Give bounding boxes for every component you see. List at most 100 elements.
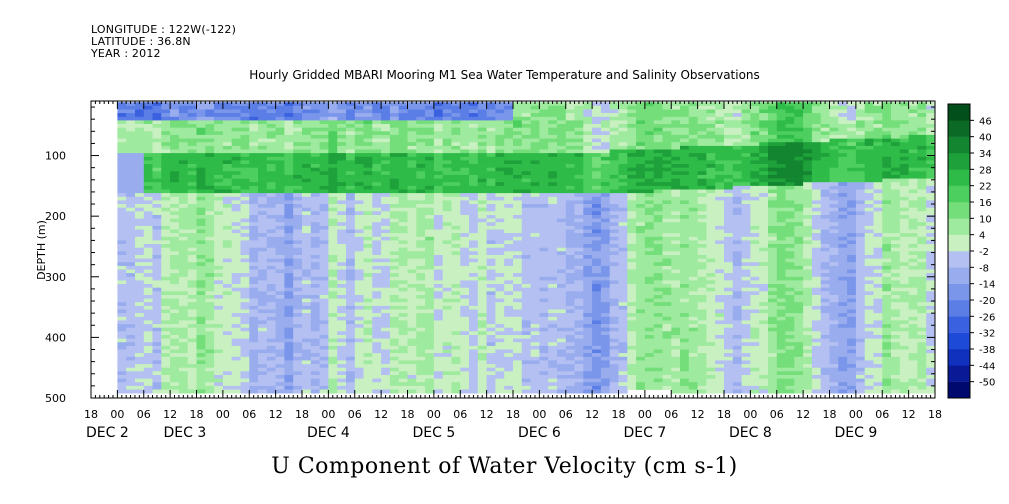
heatmap-cell xyxy=(381,251,391,256)
heatmap-cell xyxy=(337,298,347,303)
heatmap-cell xyxy=(504,338,514,343)
heatmap-cell xyxy=(363,327,373,332)
heatmap-cell xyxy=(222,105,233,110)
heatmap-cell xyxy=(363,273,373,278)
heatmap-cell xyxy=(161,156,171,161)
heatmap-cell xyxy=(469,353,479,358)
heatmap-cell xyxy=(310,142,320,147)
heatmap-cell xyxy=(389,185,400,190)
heatmap-cell xyxy=(451,287,461,292)
heatmap-cell xyxy=(152,196,162,201)
heatmap-cell xyxy=(548,320,558,325)
heatmap-cell xyxy=(302,200,312,205)
heatmap-cell xyxy=(337,120,347,125)
heatmap-cell xyxy=(266,309,276,314)
heatmap-cell xyxy=(275,131,285,136)
heatmap-cell xyxy=(302,127,312,132)
heatmap-cell xyxy=(328,331,338,336)
heatmap-cell xyxy=(196,134,206,139)
heatmap-cell xyxy=(433,134,444,139)
heatmap-cell xyxy=(363,149,373,154)
heatmap-cell xyxy=(231,244,241,248)
heatmap-cell xyxy=(258,171,268,176)
heatmap-cell xyxy=(442,193,452,198)
heatmap-cell xyxy=(337,124,347,128)
heatmap-cell xyxy=(354,327,364,332)
heatmap-cell xyxy=(266,113,276,118)
heatmap-cell xyxy=(398,295,408,299)
heatmap-cell xyxy=(126,375,136,379)
heatmap-cell xyxy=(504,298,514,303)
heatmap-cell xyxy=(205,389,215,394)
heatmap-cell xyxy=(548,280,558,285)
heatmap-cell xyxy=(205,313,215,318)
heatmap-cell xyxy=(548,316,558,321)
heatmap-cell xyxy=(126,171,136,176)
heatmap-cell xyxy=(143,389,153,394)
heatmap-cell xyxy=(469,298,479,303)
heatmap-cell xyxy=(565,149,575,154)
heatmap-cell xyxy=(152,327,162,332)
heatmap-cell xyxy=(600,149,611,154)
heatmap-cell xyxy=(205,134,215,139)
heatmap-cell xyxy=(486,153,496,158)
heatmap-cell xyxy=(346,360,356,365)
heatmap-cell xyxy=(530,244,540,248)
heatmap-cell xyxy=(653,295,663,299)
heatmap-cell xyxy=(495,287,505,292)
heatmap-cell xyxy=(600,102,611,107)
heatmap-cell xyxy=(196,324,206,329)
heatmap-cell xyxy=(346,371,356,376)
heatmap-cell xyxy=(319,324,329,329)
heatmap-cell xyxy=(442,174,452,179)
heatmap-cell xyxy=(495,316,505,321)
heatmap-cell xyxy=(152,134,162,139)
heatmap-cell xyxy=(521,189,531,194)
heatmap-cell xyxy=(539,382,549,387)
heatmap-cell xyxy=(214,218,224,223)
heatmap-cell xyxy=(653,309,663,314)
heatmap-cell xyxy=(416,160,426,165)
heatmap-cell xyxy=(557,138,567,143)
heatmap-cell xyxy=(187,200,197,205)
heatmap-cell xyxy=(442,335,452,339)
heatmap-cell xyxy=(170,305,180,310)
heatmap-cell xyxy=(205,105,215,110)
heatmap-cell xyxy=(249,116,259,121)
heatmap-cell xyxy=(126,356,136,361)
heatmap-cell xyxy=(266,211,276,216)
heatmap-cell xyxy=(574,127,584,132)
heatmap-cell xyxy=(477,349,487,354)
heatmap-cell xyxy=(460,305,470,310)
heatmap-cell xyxy=(258,102,268,107)
heatmap-cell xyxy=(372,113,382,118)
heatmap-cell xyxy=(460,124,470,128)
heatmap-cell xyxy=(636,215,646,219)
heatmap-cell xyxy=(266,247,276,252)
heatmap-cell xyxy=(539,375,549,379)
heatmap-cell xyxy=(240,356,250,361)
heatmap-cell xyxy=(135,378,145,383)
heatmap-cell xyxy=(170,236,180,241)
heatmap-cell xyxy=(266,240,276,245)
heatmap-cell xyxy=(126,131,136,136)
heatmap-cell xyxy=(521,145,531,150)
heatmap-cell xyxy=(407,193,417,198)
heatmap-cell xyxy=(548,225,558,230)
heatmap-cell xyxy=(442,124,452,128)
heatmap-cell xyxy=(477,138,487,143)
heatmap-cell xyxy=(469,305,479,310)
heatmap-cell xyxy=(135,331,145,336)
heatmap-cell xyxy=(583,189,593,194)
heatmap-cell xyxy=(310,131,320,136)
heatmap-cell xyxy=(275,298,285,303)
heatmap-cell xyxy=(600,200,611,205)
heatmap-cell xyxy=(266,236,276,241)
heatmap-cell xyxy=(170,116,180,121)
heatmap-cell xyxy=(469,364,479,369)
heatmap-cell xyxy=(627,353,637,358)
heatmap-cell xyxy=(178,236,189,241)
heatmap-cell xyxy=(302,102,312,107)
heatmap-cell xyxy=(565,255,575,259)
heatmap-cell xyxy=(653,218,663,223)
